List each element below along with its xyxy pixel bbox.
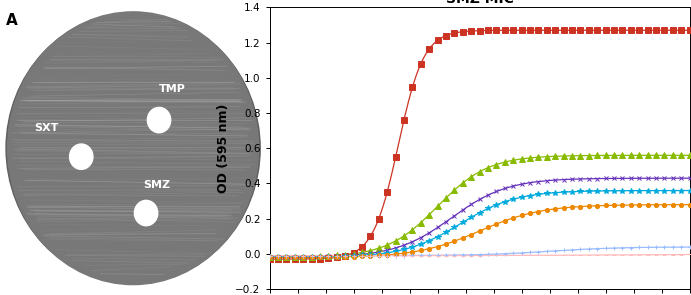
- Circle shape: [147, 107, 171, 133]
- Text: SXT: SXT: [35, 123, 59, 133]
- Circle shape: [70, 144, 93, 169]
- Text: A: A: [6, 13, 18, 28]
- Title: SMZ MIC: SMZ MIC: [446, 0, 513, 6]
- Text: TMP: TMP: [159, 84, 186, 94]
- Circle shape: [135, 200, 158, 226]
- Ellipse shape: [6, 13, 261, 283]
- Y-axis label: OD (595 nm): OD (595 nm): [217, 104, 229, 193]
- Circle shape: [8, 12, 258, 285]
- Text: SMZ: SMZ: [144, 180, 171, 190]
- Text: B: B: [227, 0, 239, 2]
